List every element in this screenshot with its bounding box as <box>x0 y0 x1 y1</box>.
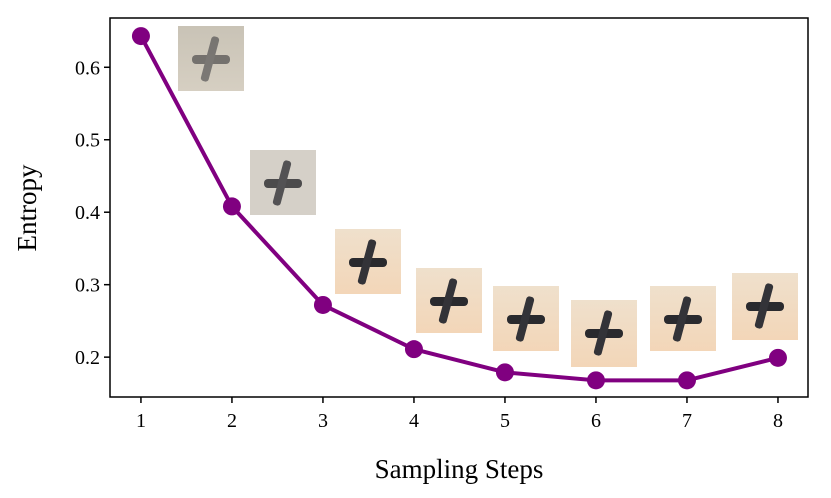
marker <box>313 295 332 314</box>
thumbnail <box>416 268 482 333</box>
thumbnail <box>178 26 244 91</box>
marker <box>768 348 787 367</box>
x-tick-label: 5 <box>500 410 510 432</box>
thumbnail <box>650 286 716 351</box>
y-tick-label: 0.3 <box>75 275 100 297</box>
marker <box>495 363 514 382</box>
line <box>139 35 779 383</box>
x-tick-label: 2 <box>227 410 237 432</box>
marker <box>404 340 423 359</box>
y-tick-label: 0.4 <box>75 202 100 224</box>
x-tick-label: 4 <box>409 410 419 432</box>
thumbnail <box>571 300 637 367</box>
x-tick-label: 1 <box>136 410 146 432</box>
x-axis-label: Sampling Steps <box>375 454 544 484</box>
marker <box>586 371 605 390</box>
thumbnail <box>732 273 798 340</box>
y-tick-label: 0.2 <box>75 347 100 369</box>
y-tick-label: 0.5 <box>75 130 100 152</box>
y-axis-label: Entropy <box>12 164 42 251</box>
x-tick-label: 6 <box>591 410 601 432</box>
x-tick-label: 7 <box>682 410 692 432</box>
thumbnail <box>335 229 401 294</box>
marker <box>131 27 150 46</box>
thumbnail <box>250 150 316 215</box>
y-tick-label: 0.6 <box>75 57 100 79</box>
x-tick-label: 3 <box>318 410 328 432</box>
x-tick-label: 8 <box>773 410 783 432</box>
marker <box>677 371 696 390</box>
plot-frame <box>109 17 809 398</box>
marker <box>222 197 241 216</box>
thumbnail <box>493 286 559 351</box>
thumbnails <box>178 26 798 367</box>
